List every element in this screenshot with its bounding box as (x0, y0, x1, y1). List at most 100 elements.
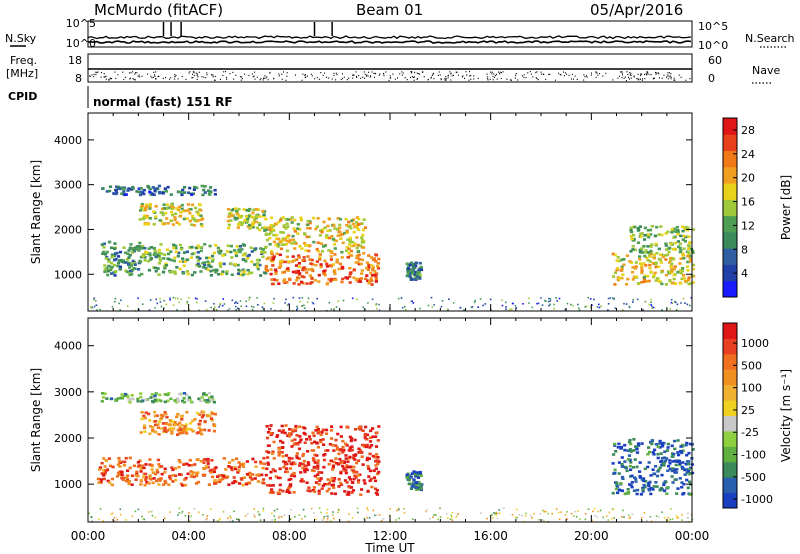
power-cell (209, 190, 213, 193)
power-cell (114, 189, 118, 192)
power-cell (691, 267, 695, 271)
power-cell (295, 279, 299, 282)
velocity-cell (121, 478, 125, 482)
power-cell (625, 283, 629, 286)
nave-dot (437, 74, 439, 76)
nave-dot (155, 71, 157, 73)
velocity-cell (143, 483, 147, 487)
power-cell (193, 185, 197, 189)
velocity-cell (175, 415, 179, 419)
velocity-ground-scatter (498, 509, 500, 511)
velocity-cell (299, 479, 303, 483)
velocity-cell (685, 460, 689, 463)
velocity-cell (333, 492, 337, 496)
power-colorbar-tick-label: 4 (741, 267, 748, 280)
velocity-cell (238, 482, 242, 485)
velocity-cell (635, 447, 639, 451)
power-cell (337, 267, 341, 271)
velocity-ground-scatter (555, 508, 558, 510)
power-ground-scatter (333, 308, 335, 310)
nave-dot (134, 73, 136, 75)
power-cell (335, 260, 339, 264)
velocity-cell (689, 466, 693, 470)
power-ground-scatter (213, 308, 216, 311)
velocity-ground-scatter (687, 512, 689, 515)
power-cell (163, 266, 167, 270)
velocity-cell (143, 424, 147, 427)
nave-dot (499, 73, 501, 75)
nave-dot (158, 75, 160, 77)
power-ground-scatter (650, 301, 652, 304)
power-cell (169, 219, 173, 222)
velocity-cell (412, 482, 416, 485)
power-cell (137, 187, 141, 190)
velocity-cell (616, 485, 620, 488)
velocity-cell (122, 464, 126, 467)
velocity-cell (236, 471, 240, 474)
power-cell (237, 248, 241, 252)
power-cell (669, 242, 673, 246)
velocity-ground-scatter (646, 520, 648, 522)
nave-dot (440, 78, 442, 80)
power-cell (286, 225, 290, 228)
velocity-cell (165, 415, 169, 419)
nave-dot (130, 72, 132, 74)
velocity-cell (314, 429, 318, 432)
velocity-cell (630, 481, 634, 484)
velocity-cell (182, 428, 186, 432)
power-cell (294, 242, 298, 245)
power-cell (615, 259, 619, 262)
nave-dot (414, 71, 416, 73)
power-ground-scatter (564, 308, 567, 311)
power-cell (679, 282, 683, 285)
velocity-cell (667, 464, 671, 468)
power-cell (361, 228, 366, 232)
power-cell (154, 255, 158, 259)
power-cell (357, 262, 361, 266)
power-cell (646, 245, 650, 248)
nsearch-tick-high: 10^5 (698, 20, 728, 33)
nave-dot (670, 73, 672, 75)
power-cell (349, 249, 353, 253)
velocity-cell (189, 422, 193, 425)
power-cell (632, 233, 636, 237)
velocity-cell (332, 460, 336, 464)
power-cell (106, 269, 110, 273)
power-cell (110, 253, 114, 257)
power-ground-scatter (589, 306, 592, 308)
power-ground-scatter (512, 302, 514, 305)
power-cell (146, 223, 150, 226)
velocity-cell (682, 482, 686, 486)
velocity-ground-scatter (492, 517, 494, 519)
power-ground-scatter (587, 296, 590, 299)
velocity-cell (365, 458, 369, 462)
power-cell (348, 243, 352, 246)
velocity-cell (337, 478, 341, 481)
nave-dot (445, 78, 447, 80)
velocity-ground-scatter (98, 518, 100, 521)
power-cell (264, 271, 268, 275)
power-cell (359, 277, 363, 280)
nave-dot (269, 72, 271, 74)
velocity-cell (366, 464, 370, 468)
velocity-cell (208, 469, 212, 473)
velocity-cell (163, 393, 167, 396)
velocity-cell (647, 484, 651, 488)
power-cell (353, 242, 357, 246)
nave-dot (586, 75, 587, 77)
nave-dot (108, 79, 110, 81)
velocity-cell (213, 482, 217, 485)
velocity-ground-scatter (451, 511, 454, 514)
velocity-cell (674, 463, 678, 467)
velocity-cell (148, 474, 152, 477)
velocity-cell (662, 464, 666, 467)
power-cell (274, 272, 278, 275)
velocity-cell (160, 465, 164, 468)
power-cell (117, 187, 121, 190)
velocity-cell (312, 459, 316, 462)
nave-dot (456, 71, 458, 73)
velocity-cell (269, 424, 273, 427)
power-cell (271, 228, 275, 231)
power-cell (670, 262, 674, 266)
velocity-cell (658, 488, 662, 492)
